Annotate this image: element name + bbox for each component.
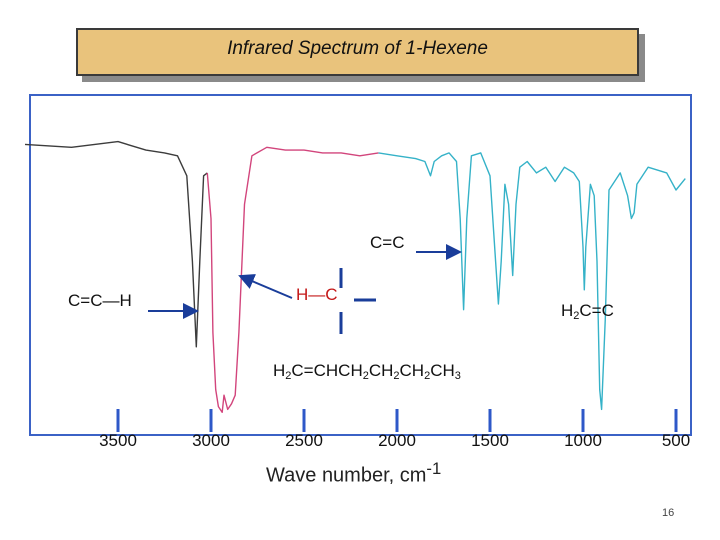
x-axis-title-exponent: -1 (426, 459, 442, 478)
arrow-hc (238, 274, 293, 299)
molecule-formula: H2C=CHCH2CH2CH2CH3 (273, 362, 461, 382)
label-hc-h: H (296, 285, 309, 304)
spectrum-series-2 (206, 146, 379, 413)
x-tick-label-2500: 2500 (285, 431, 323, 450)
label-h2cc-sub: 2 (573, 310, 580, 322)
formula-part: H (273, 361, 286, 380)
formula-part: CH (430, 361, 455, 380)
spectrum-series-1 (24, 140, 208, 348)
formula-sub: 2 (285, 370, 292, 382)
page-number: 16 (662, 507, 675, 519)
formula-part: CH (399, 361, 425, 380)
title-box: Infrared Spectrum of 1-Hexene (76, 28, 639, 76)
formula-part: CH (368, 361, 394, 380)
label-cc-h-stretch: C=C—H (68, 291, 132, 310)
formula-part: C=CHCH (291, 361, 363, 380)
x-tick-label-1000: 1000 (564, 431, 602, 450)
spectrum-frame (29, 94, 692, 436)
label-h2cc-rest: C=C (579, 301, 614, 320)
chart-title: Infrared Spectrum of 1-Hexene (227, 38, 488, 59)
x-tick-label-1500: 1500 (471, 431, 509, 450)
label-hc-c: C (325, 285, 338, 304)
spectrum-series-3 (378, 152, 686, 411)
x-axis-title-text: Wave number, cm (266, 464, 427, 487)
x-axis-ticks (116, 409, 678, 432)
annotation-arrows (148, 244, 462, 334)
spectrum-traces (24, 140, 686, 413)
label-hc-stretch: H—C (296, 286, 338, 303)
formula-sub: 2 (424, 370, 431, 382)
label-hc-dash: — (308, 285, 326, 304)
x-tick-label-500: 500 (661, 431, 691, 450)
label-h2cc-h: H (561, 301, 574, 320)
x-axis-title: Wave number, cm-1 (266, 459, 441, 488)
x-tick-label-3000: 3000 (192, 431, 230, 450)
x-tick-label-3500: 3500 (99, 431, 137, 450)
label-h2cc-bend: H2C=C (561, 302, 614, 322)
formula-sub: 2 (393, 370, 400, 382)
formula-sub: 2 (362, 370, 369, 382)
x-tick-label-2000: 2000 (378, 431, 416, 450)
label-cc-double-bond: C=C (370, 233, 405, 252)
formula-sub: 3 (454, 370, 461, 382)
